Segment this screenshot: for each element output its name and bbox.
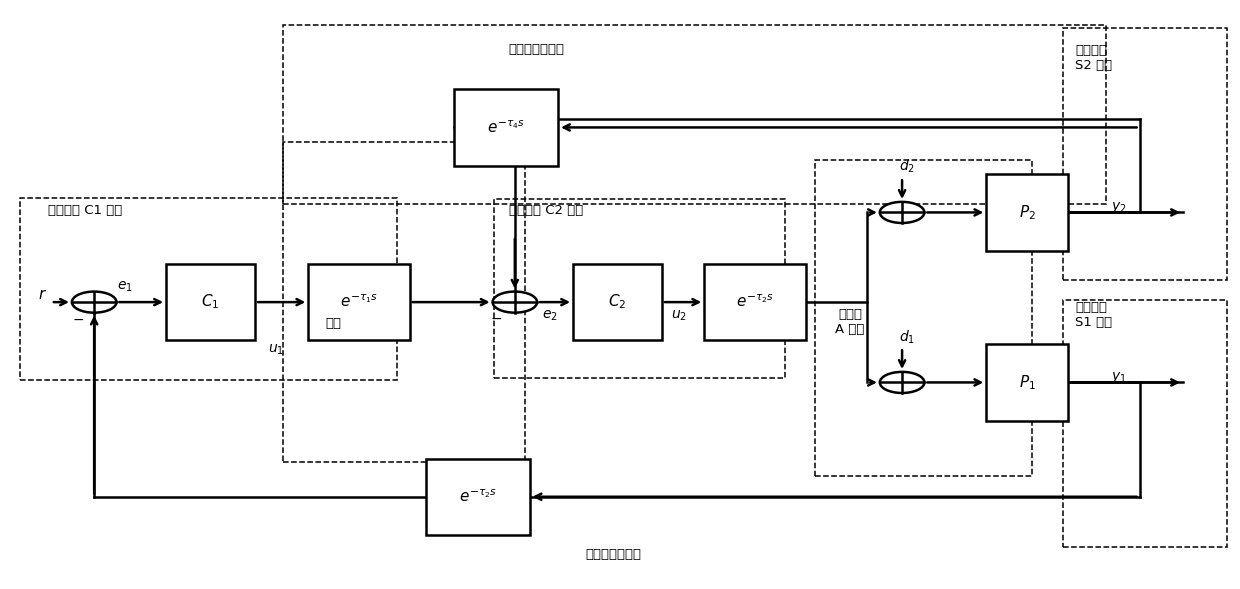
Text: 网络: 网络 [326, 317, 341, 330]
Text: $e_1$: $e_1$ [118, 280, 133, 294]
Text: $P_1$: $P_1$ [1018, 373, 1035, 392]
Bar [309, 264, 409, 340]
Bar [704, 264, 806, 340]
Bar [425, 459, 529, 535]
Text: $-$: $-$ [72, 312, 84, 326]
Text: $e^{-\tau_2 s}$: $e^{-\tau_2 s}$ [735, 294, 774, 310]
Text: $P_2$: $P_2$ [1018, 203, 1035, 222]
Text: $e^{-\tau_2 s}$: $e^{-\tau_2 s}$ [459, 488, 497, 505]
Text: $d_2$: $d_2$ [899, 158, 915, 176]
Circle shape [492, 292, 537, 313]
Text: $r$: $r$ [37, 287, 47, 302]
Bar [573, 264, 662, 340]
Text: 副闭环控制回路: 副闭环控制回路 [508, 43, 564, 56]
Bar [1063, 28, 1228, 280]
Bar [816, 160, 1032, 477]
Bar [166, 264, 255, 340]
Text: 主控制器 C1 节点: 主控制器 C1 节点 [48, 204, 123, 217]
Text: 副控制器 C2 节点: 副控制器 C2 节点 [508, 204, 583, 217]
Bar [986, 345, 1068, 421]
Text: $d_1$: $d_1$ [899, 329, 915, 346]
Text: $C_2$: $C_2$ [609, 293, 626, 312]
Text: $-$: $-$ [490, 311, 502, 325]
Bar [454, 90, 558, 166]
Text: $y_1$: $y_1$ [1111, 370, 1126, 385]
Text: 副传感器
S2 节点: 副传感器 S2 节点 [1075, 44, 1112, 72]
Bar [284, 142, 525, 462]
Bar [20, 198, 397, 379]
Text: $u_1$: $u_1$ [268, 343, 284, 358]
Text: 主闭环控制回路: 主闭环控制回路 [585, 548, 642, 561]
Circle shape [72, 292, 117, 313]
Text: $C_1$: $C_1$ [201, 293, 219, 312]
Bar [284, 25, 1106, 204]
Text: $u_2$: $u_2$ [671, 309, 687, 323]
Bar [986, 174, 1068, 250]
Text: 执行器
A 节点: 执行器 A 节点 [836, 307, 864, 336]
Text: $e^{-\tau_1 s}$: $e^{-\tau_1 s}$ [340, 294, 378, 310]
Text: $e^{-\tau_4 s}$: $e^{-\tau_4 s}$ [487, 119, 525, 135]
Text: 主传感器
S1 节点: 主传感器 S1 节点 [1075, 301, 1112, 329]
Circle shape [880, 372, 924, 393]
Text: $e_2$: $e_2$ [542, 309, 557, 323]
Bar [1063, 300, 1228, 547]
Bar [494, 199, 785, 378]
Circle shape [880, 202, 924, 223]
Text: $y_2$: $y_2$ [1111, 200, 1126, 215]
